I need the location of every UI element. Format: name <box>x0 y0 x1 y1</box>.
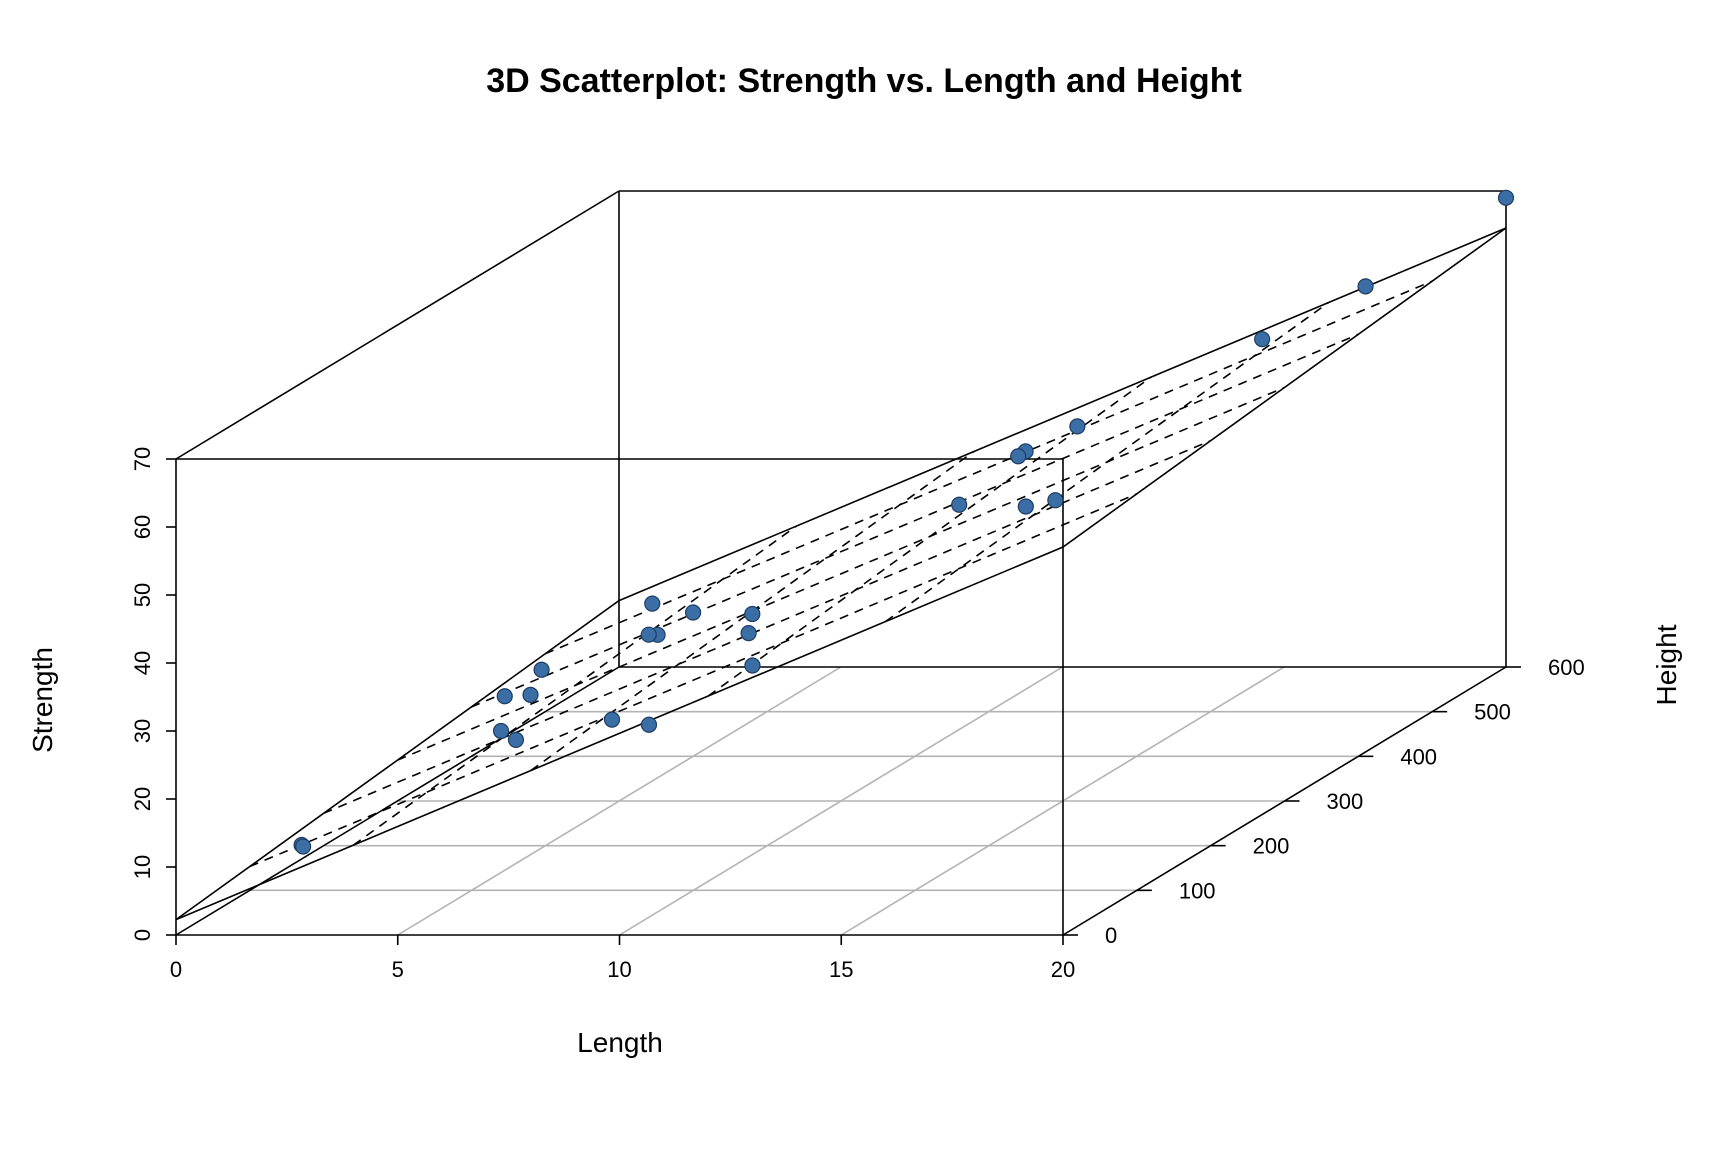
plane-grid-line <box>885 301 1330 623</box>
z-tick-label: 70 <box>130 447 155 471</box>
y-tick-label: 300 <box>1327 789 1364 814</box>
data-point <box>1357 278 1374 295</box>
z-tick-label: 40 <box>130 651 155 675</box>
data-point <box>744 657 761 674</box>
data-point <box>507 731 525 748</box>
plane-grid-line <box>397 386 1285 761</box>
y-tick-label: 200 <box>1253 834 1290 859</box>
y-tick-label: 100 <box>1179 878 1216 903</box>
data-point <box>640 626 657 643</box>
regression-plane <box>175 227 1507 921</box>
y-tick-label: 500 <box>1474 700 1511 725</box>
plane-grid-line <box>323 439 1211 815</box>
x-tick-label: 15 <box>829 957 853 982</box>
data-point <box>1047 492 1064 509</box>
data-point <box>1069 418 1086 435</box>
bounding-box <box>175 190 1507 936</box>
x-axis-label: Length <box>577 1027 663 1058</box>
data-point <box>1010 448 1027 465</box>
z-tick-label: 20 <box>130 787 155 811</box>
data-point <box>644 595 661 612</box>
data-point <box>951 496 968 513</box>
x-tick-label: 5 <box>392 957 404 982</box>
z-tick-label: 30 <box>130 719 155 743</box>
plane-grid-line <box>471 333 1359 708</box>
z-tick-label: 50 <box>130 583 155 607</box>
data-points <box>293 189 1515 855</box>
y-axis-label: Height <box>1651 624 1682 705</box>
data-point <box>1254 331 1271 348</box>
y-tick-label: 0 <box>1105 923 1117 948</box>
data-point <box>533 661 550 678</box>
x-tick-label: 10 <box>607 957 631 982</box>
z-tick-label: 60 <box>130 515 155 539</box>
box-edge <box>175 666 620 936</box>
data-point <box>522 686 539 704</box>
data-point <box>1497 189 1515 206</box>
box-edge <box>175 190 620 460</box>
axis-ticks: 0 5 10 15 2001020304050607001002003004005006… <box>130 447 1585 982</box>
y-tick-label: 600 <box>1548 655 1585 680</box>
z-axis-label: Strength <box>27 647 58 753</box>
y-tick-label: 400 <box>1400 744 1437 769</box>
data-point <box>740 624 757 642</box>
data-point <box>496 688 513 705</box>
data-point <box>684 604 702 621</box>
plane-grid-line <box>544 280 1433 655</box>
z-tick-label: 10 <box>130 855 155 879</box>
data-point <box>492 722 510 740</box>
x-tick-label: 20 <box>1051 957 1075 982</box>
plane-grid-line <box>352 525 797 846</box>
chart-title: 3D Scatterplot: Strength vs. Length and … <box>486 62 1242 100</box>
data-point <box>603 711 621 728</box>
data-point <box>294 838 312 855</box>
data-point <box>1017 498 1034 515</box>
x-tick-label: 0 <box>170 957 182 982</box>
floor-grid <box>249 666 1433 936</box>
plane-grid-line <box>249 493 1138 868</box>
data-point <box>640 716 658 733</box>
floor-grid-line <box>397 666 842 936</box>
z-tick-label: 0 <box>130 929 155 941</box>
data-point <box>744 605 761 623</box>
floor-grid-line <box>619 666 1063 936</box>
